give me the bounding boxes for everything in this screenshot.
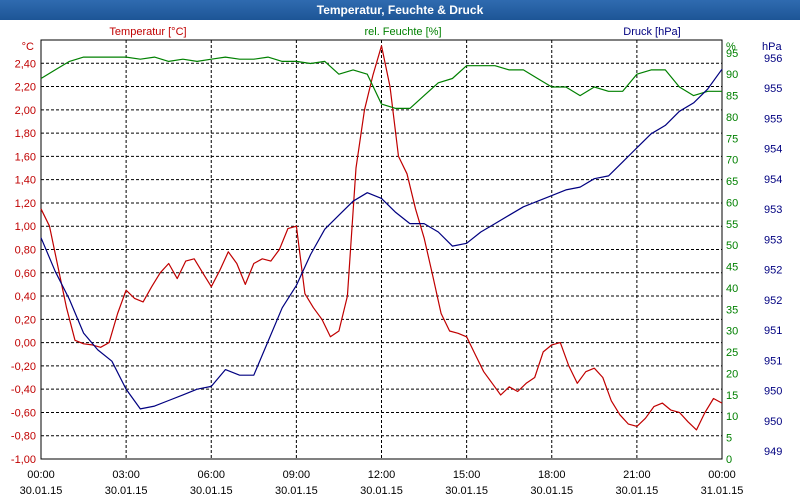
pressure-tick-labels: 949 950 950 951 951 952 952 953 953 954 954 955 955 9…: [764, 53, 782, 458]
humidity-tick-label: 55: [726, 219, 738, 231]
temperature-tick-label: -0,20: [11, 361, 36, 373]
humidity-tick-label: 15: [726, 390, 738, 402]
x-time-tick-label: 03:00: [112, 469, 140, 481]
x-time-tick-label: 15:00: [453, 469, 481, 481]
x-date-tick-label: 30.01.15: [20, 485, 63, 497]
chart-title: Temperatur, Feuchte & Druck: [0, 0, 800, 20]
chart-canvas: -1,00 -0,80 -0,60 -0,40 -0,20 0,00 0,20 0,40 0,6…: [11, 26, 783, 497]
x-date-tick-label: 30.01.15: [615, 485, 658, 497]
pressure-tick-label: 955: [764, 83, 782, 95]
x-date-tick-label: 30.01.15: [530, 485, 573, 497]
humidity-tick-label: 45: [726, 262, 738, 274]
series-line-pressure: [40, 68, 723, 410]
x-date-tick-label: 30.01.15: [190, 485, 233, 497]
temperature-tick-label: -0,40: [11, 384, 36, 396]
temperature-tick-label: 1,00: [15, 221, 36, 233]
x-time-tick-label: 06:00: [197, 469, 225, 481]
temperature-tick-label: 0,40: [15, 291, 36, 303]
humidity-tick-label: 75: [726, 133, 738, 145]
x-date-tick-label: 30.01.15: [275, 485, 318, 497]
humidity-tick-label: 95: [726, 48, 738, 60]
humidity-tick-label: 20: [726, 368, 738, 380]
x-time-tick-label: 21:00: [623, 469, 651, 481]
temperature-tick-label: 2,20: [15, 82, 36, 94]
x-date-tick-label: 31.01.15: [701, 485, 744, 497]
series-line-temperature: [40, 45, 723, 431]
humidity-tick-label: 40: [726, 283, 738, 295]
temperature-tick-label: -0,80: [11, 431, 36, 443]
series-layer: [40, 45, 723, 431]
x-time-tick-label: 00:00: [27, 469, 55, 481]
x-tick-labels: 00:00 30.01.15 03:00 30.01.15 06:00 30.01.15 0…: [20, 469, 744, 497]
x-date-tick-label: 30.01.15: [360, 485, 403, 497]
humidity-tick-label: 50: [726, 240, 738, 252]
pressure-tick-label: 952: [764, 295, 782, 307]
pressure-tick-label: 954: [764, 144, 782, 156]
x-time-tick-label: 18:00: [538, 469, 566, 481]
temperature-tick-label: 2,00: [15, 105, 36, 117]
humidity-tick-label: 10: [726, 411, 738, 423]
humidity-tick-label: 5: [726, 433, 732, 445]
humidity-tick-label: 60: [726, 197, 738, 209]
temperature-tick-label: 0,80: [15, 245, 36, 257]
temperature-tick-label: 1,40: [15, 175, 36, 187]
pressure-tick-label: 950: [764, 386, 782, 398]
humidity-tick-label: 0: [726, 454, 732, 466]
pressure-tick-label: 950: [764, 416, 782, 428]
pressure-tick-label: 952: [764, 265, 782, 277]
temperature-tick-label: 1,80: [15, 128, 36, 140]
pressure-tick-label: 953: [764, 234, 782, 246]
pressure-axis-title: Druck [hPa]: [623, 26, 680, 38]
humidity-tick-label: 90: [726, 69, 738, 81]
temperature-tick-label: 0,20: [15, 314, 36, 326]
humidity-tick-label: 70: [726, 155, 738, 167]
pressure-tick-label: 956: [764, 53, 782, 65]
humidity-tick-label: 30: [726, 326, 738, 338]
pressure-tick-label: 951: [764, 355, 782, 367]
x-date-tick-label: 30.01.15: [445, 485, 488, 497]
humidity-unit-label: %: [726, 41, 736, 53]
humidity-tick-label: 80: [726, 112, 738, 124]
pressure-tick-label: 951: [764, 325, 782, 337]
x-time-tick-label: 00:00: [708, 469, 736, 481]
pressure-tick-label: 953: [764, 204, 782, 216]
temperature-tick-label: 1,60: [15, 151, 36, 163]
pressure-unit-label: hPa: [762, 41, 782, 53]
temperature-axis-title: Temperatur [°C]: [109, 26, 186, 38]
pressure-tick-label: 954: [764, 174, 782, 186]
x-date-tick-label: 30.01.15: [105, 485, 148, 497]
pressure-tick-label: 955: [764, 113, 782, 125]
temperature-tick-label: 0,60: [15, 268, 36, 280]
series-line-humidity: [40, 56, 722, 110]
x-time-tick-label: 12:00: [368, 469, 396, 481]
temperature-tick-label: 1,20: [15, 198, 36, 210]
temperature-tick-label: -0,60: [11, 407, 36, 419]
temperature-unit-label: °C: [22, 41, 34, 53]
temperature-tick-label: -1,00: [11, 454, 36, 466]
humidity-tick-label: 35: [726, 304, 738, 316]
temperature-tick-labels: -1,00 -0,80 -0,60 -0,40 -0,20 0,00 0,20 0,40 0,6…: [11, 58, 36, 466]
temperature-tick-label: 2,40: [15, 58, 36, 70]
humidity-tick-label: 25: [726, 347, 738, 359]
humidity-axis-title: rel. Feuchte [%]: [364, 26, 441, 38]
temperature-tick-label: 0,00: [15, 338, 36, 350]
pressure-tick-label: 949: [764, 446, 782, 458]
humidity-tick-label: 85: [726, 91, 738, 103]
humidity-tick-label: 65: [726, 176, 738, 188]
grid-lines: [41, 40, 722, 460]
plot-frame: [40, 39, 723, 460]
humidity-tick-labels: 0 5 10 15 20 25 30 35 40 45 50 55 60 65 70 75 80 85 90 95: [726, 48, 738, 466]
x-time-tick-label: 09:00: [283, 469, 311, 481]
